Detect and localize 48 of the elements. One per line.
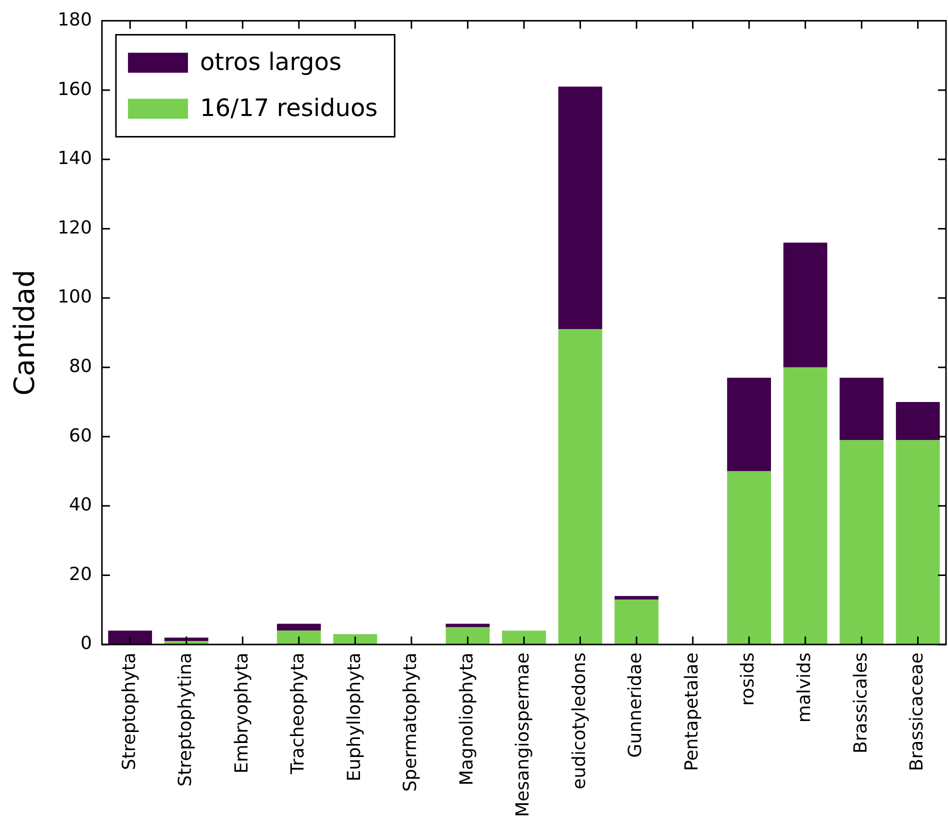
x-tick-label: malvids	[794, 652, 815, 723]
bar	[783, 242, 828, 368]
bar	[558, 329, 602, 645]
bar	[333, 634, 378, 645]
x-tick-label: Spermatophyta	[400, 652, 422, 792]
y-tick-label: 100	[58, 286, 92, 308]
bar	[614, 596, 658, 600]
x-tick-label: rosids	[738, 652, 759, 706]
x-tick-label: Brassicales	[850, 652, 872, 754]
bar	[558, 86, 602, 330]
bar	[783, 367, 828, 645]
x-tick-label: Embryophyta	[231, 652, 252, 774]
x-tick-label: Streptophyta	[118, 652, 140, 770]
y-tick-label: 40	[69, 494, 92, 516]
y-tick-label: 140	[58, 148, 92, 170]
bar	[896, 402, 940, 440]
bar	[276, 624, 321, 631]
y-tick-label: 0	[80, 633, 92, 654]
y-tick-label: 120	[58, 217, 92, 238]
bar	[614, 599, 658, 645]
x-tick-label: Brassicaceae	[906, 652, 928, 772]
y-tick-label: 20	[69, 564, 92, 585]
bar	[446, 627, 490, 645]
x-tick-label: Gunneridae	[625, 652, 646, 758]
y-axis-title: Cantidad	[8, 270, 42, 396]
bar	[164, 638, 208, 642]
bar	[446, 624, 490, 628]
x-tick-label: Mesangiospermae	[512, 652, 534, 818]
bar	[840, 440, 884, 645]
bar	[108, 630, 152, 645]
legend-label: 16/17 residuos	[200, 94, 378, 122]
bar	[727, 378, 771, 472]
x-tick-label: Streptophytina	[175, 652, 196, 787]
x-tick-label: eudicotyledons	[568, 652, 590, 790]
y-tick-label: 60	[69, 425, 92, 446]
x-tick-label: Euphyllophyta	[344, 652, 365, 782]
bar	[896, 440, 940, 645]
y-tick-label: 160	[58, 78, 92, 100]
x-tick-label: Tracheophyta	[288, 652, 309, 776]
y-tick-label: 80	[69, 356, 92, 377]
x-tick-label: Pentapetalae	[681, 652, 702, 772]
y-tick-label: 180	[58, 9, 92, 30]
x-tick-label: Magnoliophyta	[456, 652, 478, 786]
legend-label: otros largos	[200, 48, 342, 76]
bar	[276, 630, 321, 645]
bar	[502, 630, 546, 645]
bar	[727, 471, 771, 645]
bar	[840, 378, 884, 440]
